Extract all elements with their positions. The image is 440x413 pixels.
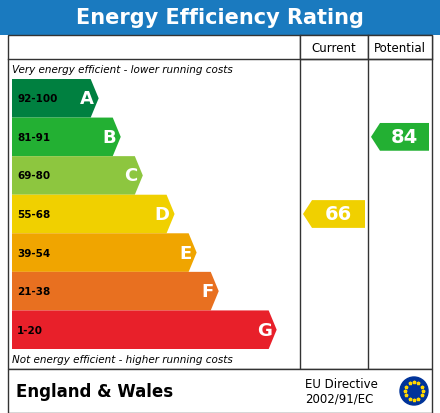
- Text: EU Directive: EU Directive: [305, 377, 378, 391]
- Text: 81-91: 81-91: [17, 133, 50, 142]
- Text: 92-100: 92-100: [17, 94, 57, 104]
- Text: C: C: [125, 167, 138, 185]
- Text: 21-38: 21-38: [17, 287, 50, 297]
- Polygon shape: [12, 157, 143, 195]
- Polygon shape: [371, 123, 429, 152]
- Bar: [368, 36, 432, 60]
- Text: D: D: [154, 206, 169, 223]
- Text: England & Wales: England & Wales: [16, 382, 173, 400]
- Text: Potential: Potential: [374, 41, 426, 55]
- Text: Current: Current: [312, 41, 356, 55]
- Polygon shape: [12, 118, 121, 157]
- Text: Very energy efficient - lower running costs: Very energy efficient - lower running co…: [12, 65, 233, 75]
- Text: 39-54: 39-54: [17, 248, 50, 258]
- Circle shape: [400, 377, 428, 405]
- Text: G: G: [257, 321, 271, 339]
- Polygon shape: [12, 195, 175, 234]
- Text: Not energy efficient - higher running costs: Not energy efficient - higher running co…: [12, 354, 233, 364]
- Bar: [0, 0, 440, 36]
- Text: A: A: [80, 90, 94, 108]
- Text: 55-68: 55-68: [17, 209, 50, 219]
- Polygon shape: [12, 311, 277, 349]
- Text: 66: 66: [325, 205, 352, 224]
- Text: 1-20: 1-20: [17, 325, 43, 335]
- Bar: [8, 369, 432, 413]
- Text: Energy Efficiency Rating: Energy Efficiency Rating: [76, 8, 364, 28]
- Polygon shape: [303, 201, 365, 228]
- Bar: [300, 36, 368, 60]
- Polygon shape: [12, 80, 99, 118]
- Text: 69-80: 69-80: [17, 171, 50, 181]
- Text: 84: 84: [391, 128, 418, 147]
- Polygon shape: [12, 272, 219, 311]
- Text: B: B: [102, 128, 116, 147]
- Text: E: E: [180, 244, 192, 262]
- Text: F: F: [202, 282, 214, 300]
- Polygon shape: [12, 234, 197, 272]
- Text: 2002/91/EC: 2002/91/EC: [305, 392, 374, 404]
- Bar: [8, 36, 432, 369]
